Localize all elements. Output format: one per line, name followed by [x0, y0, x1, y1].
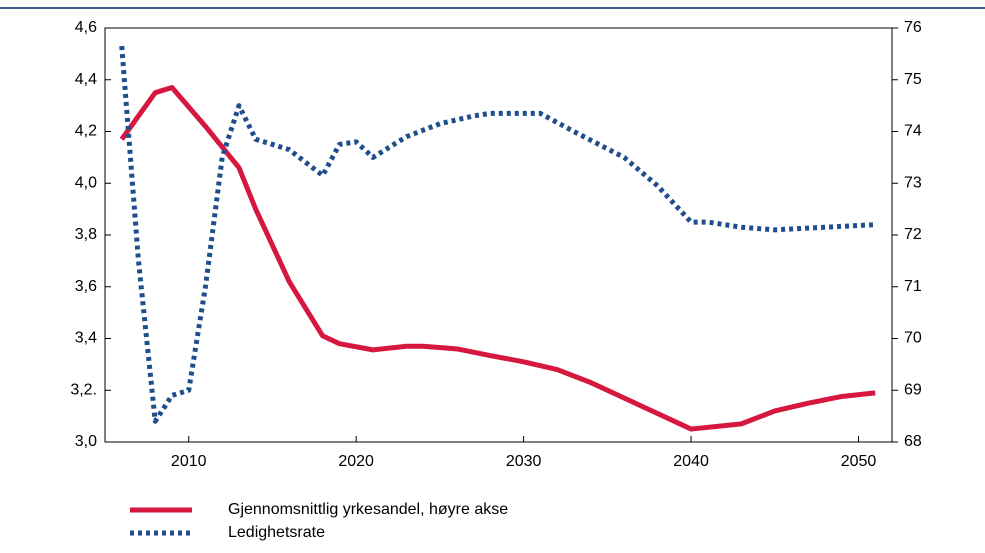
x-tick-label: 2050	[841, 453, 877, 470]
y2-tick-label: 74	[904, 123, 922, 140]
y-tick-label: 3,2.	[70, 381, 97, 398]
y2-tick-label: 76	[904, 19, 922, 36]
line-series	[119, 85, 876, 432]
y-tick-label: 4,4	[75, 71, 97, 88]
y2-tick-label: 69	[904, 381, 922, 398]
y2-tick-label: 68	[904, 433, 922, 450]
plot-frame	[104, 27, 893, 443]
line-series	[119, 45, 876, 424]
y2-tick-label: 75	[904, 71, 922, 88]
y2-tick-label: 72	[904, 226, 922, 243]
y-tick-label: 3,8	[75, 226, 97, 243]
x-tick-label: 2040	[673, 453, 709, 470]
y-tick-label: 4,0	[75, 174, 97, 191]
y-tick-label: 3,0	[75, 433, 97, 450]
y-tick-label: 3,4	[75, 330, 97, 347]
y-tick-label: 4,2	[75, 123, 97, 140]
legend-label: Ledighetsrate	[228, 524, 325, 541]
y2-tick-label: 73	[904, 174, 922, 191]
x-tick-label: 2010	[171, 453, 207, 470]
y2-tick-label: 71	[904, 278, 922, 295]
y2-tick-label: 70	[904, 330, 922, 347]
legend-label: Gjennomsnittlig yrkesandel, høyre akse	[228, 501, 508, 518]
x-tick-label: 2030	[506, 453, 542, 470]
x-tick-label: 2020	[338, 453, 374, 470]
y-tick-label: 4,6	[75, 19, 97, 36]
y-tick-label: 3,6	[75, 278, 97, 295]
